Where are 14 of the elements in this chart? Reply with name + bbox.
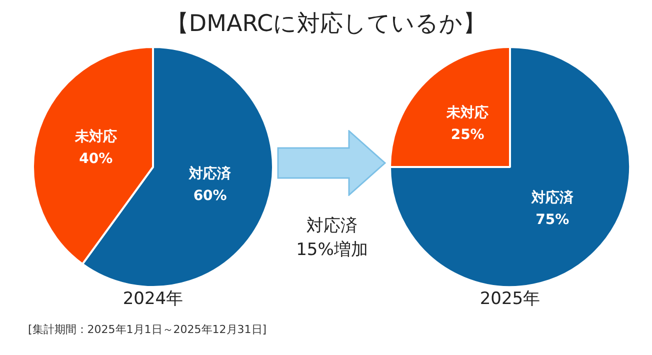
data-label: 40% — [79, 151, 113, 168]
text: 2025年 — [478, 288, 542, 310]
slice-label: 未対応 — [74, 128, 117, 146]
text: [集計期間：2025年1月1日～2025年12月31日] — [28, 322, 267, 337]
slice-label: 未対応 — [446, 104, 489, 122]
data-label: 60% — [193, 188, 227, 204]
data-label: 25% — [450, 127, 484, 144]
slice-label: 対応済 — [530, 189, 574, 206]
text: 15%増加 — [295, 239, 369, 262]
slice-label: 対応済 — [188, 165, 232, 182]
data-label: 75% — [536, 212, 570, 228]
text: 2024年 — [122, 288, 184, 310]
text: 対応済 — [306, 215, 358, 238]
text: 【DMARCに対応しているか】 — [164, 10, 488, 39]
